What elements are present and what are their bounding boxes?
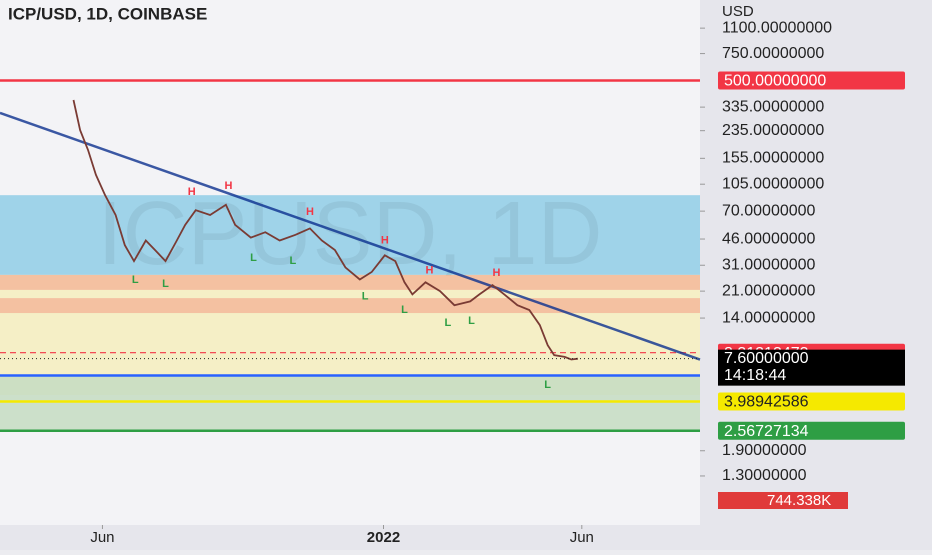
- pivot-marker: H: [225, 180, 233, 192]
- pivot-marker: H: [381, 234, 389, 246]
- price-line: [72, 99, 579, 361]
- y-tick-label: 14.00000000: [722, 309, 816, 326]
- pivot-marker: L: [544, 379, 551, 391]
- volume-label: 744.338K: [767, 492, 831, 509]
- chart-title: ICP/USD, 1D, COINBASE: [8, 4, 207, 23]
- y-tick-label: 1100.00000000: [722, 19, 832, 36]
- volume-label-box: [718, 492, 848, 509]
- pivot-marker: L: [444, 317, 451, 329]
- x-tick-label: Jun: [90, 529, 114, 546]
- y-tick-label: 335.00000000: [722, 98, 824, 115]
- y-axis-unit: USD: [722, 3, 754, 20]
- last-price-label: 7.60000000: [724, 350, 809, 367]
- pivot-marker: L: [362, 291, 369, 303]
- pivot-marker: L: [132, 274, 139, 286]
- pivot-marker: L: [162, 278, 169, 290]
- pivot-marker: L: [290, 255, 297, 267]
- last-price-box: [718, 349, 905, 386]
- y-tick-label: 155.00000000: [722, 150, 824, 167]
- pivot-marker: L: [468, 315, 475, 327]
- trend-line: [0, 111, 701, 361]
- price-axis-background: [700, 0, 932, 550]
- y-tick-label: 31.00000000: [722, 256, 816, 273]
- pivot-marker: H: [306, 206, 314, 218]
- zone: [0, 375, 700, 431]
- x-tick-label: Jun: [570, 529, 594, 546]
- countdown: 14:18:44: [724, 367, 786, 384]
- x-tick-label: 2022: [367, 529, 400, 546]
- level-label: 3.98942586: [724, 394, 809, 411]
- zone: [0, 274, 700, 290]
- y-tick-label: 46.00000000: [722, 230, 816, 247]
- y-tick-label: 1.30000000: [722, 467, 807, 484]
- watermark: ICPUSD, 1D: [97, 184, 602, 284]
- pivot-marker: L: [250, 252, 257, 264]
- pivot-marker: H: [188, 186, 196, 198]
- level-label-box: [718, 71, 905, 90]
- y-tick-label: 70.00000000: [722, 202, 816, 219]
- y-tick-label: 750.00000000: [722, 45, 824, 62]
- pivot-marker: H: [425, 265, 433, 277]
- level-label-box: [718, 421, 905, 440]
- y-tick-label: 235.00000000: [722, 122, 824, 139]
- level-label: 2.56727134: [724, 423, 809, 440]
- y-tick-label: 1.90000000: [722, 442, 807, 459]
- level-label: 500.00000000: [724, 73, 826, 90]
- level-label-box: [718, 392, 905, 411]
- pivot-marker: L: [401, 304, 408, 316]
- pivot-marker: H: [492, 267, 500, 279]
- time-axis-background: [0, 525, 700, 550]
- zone: [0, 298, 700, 314]
- y-tick-label: 21.00000000: [722, 282, 816, 299]
- y-tick-label: 105.00000000: [722, 175, 824, 192]
